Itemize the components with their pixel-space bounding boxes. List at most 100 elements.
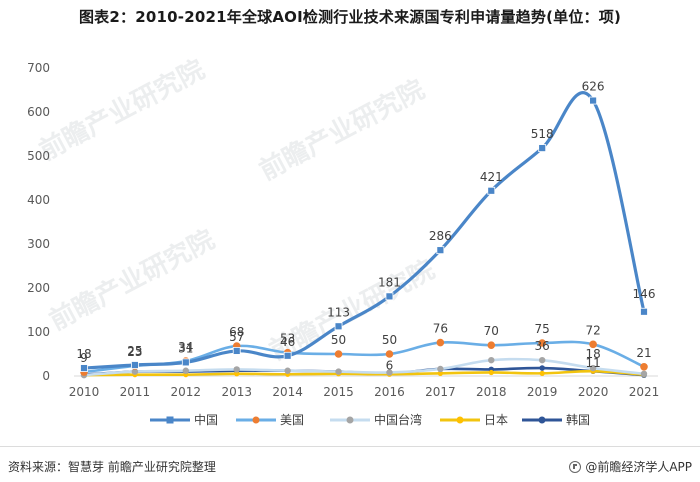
line-chart: 0 100 200 300 400 500 600 700 2010 2011 2012 2013 20… [27, 61, 659, 427]
data-point [334, 350, 343, 358]
series-lines [80, 91, 648, 379]
data-label: 25 [127, 344, 142, 358]
data-label: 18 [585, 347, 600, 361]
legend-swatch-marker [456, 416, 464, 424]
x-tick-label: 2020 [578, 385, 609, 399]
legend-label: 日本 [484, 413, 508, 427]
source-note: 资料来源：智慧芽 前瞻产业研究院整理 [8, 460, 216, 474]
data-label: 76 [433, 322, 448, 336]
data-label: 21 [636, 346, 651, 360]
data-point [538, 339, 546, 347]
data-label: 68 [229, 325, 244, 339]
data-point [181, 358, 190, 367]
y-tick-label: 100 [27, 325, 50, 339]
x-tick-label: 2010 [69, 385, 100, 399]
data-point [131, 368, 139, 375]
data-point [283, 351, 292, 360]
x-tick-label: 2017 [425, 385, 456, 399]
brand-logo-icon [569, 460, 582, 473]
data-label: 626 [582, 80, 605, 94]
data-label: 57 [229, 330, 244, 344]
data-label: 146 [633, 287, 656, 301]
y-tick-label: 0 [42, 369, 50, 383]
data-point [589, 364, 597, 372]
data-label: 421 [480, 170, 503, 184]
axes: 0 100 200 300 400 500 600 700 2010 2011 2012 2013 20… [27, 61, 659, 399]
data-point [589, 340, 597, 349]
y-tick-label: 400 [27, 193, 50, 207]
data-label: 31 [178, 341, 193, 355]
data-label: 23 [127, 345, 142, 359]
x-tick-label: 2019 [527, 385, 558, 399]
legend: 中国 美国 中国台湾 日本 韩国 [150, 412, 590, 427]
data-point [640, 370, 648, 377]
data-label: 46 [280, 335, 295, 349]
data-point [539, 365, 545, 371]
data-label: 50 [382, 333, 397, 347]
legend-label: 韩国 [566, 412, 590, 427]
x-tick-label: 2021 [629, 385, 660, 399]
chart-title: 图表2：2010-2021年全球AOI检测行业技术来源国专利申请量趋势(单位：项… [78, 8, 621, 26]
legend-swatch-marker [346, 416, 354, 424]
data-point [539, 370, 545, 376]
legend-label: 中国台湾 [374, 412, 422, 427]
data-label: 18 [76, 347, 91, 361]
data-label: 181 [378, 275, 401, 289]
data-point [437, 370, 443, 376]
data-point [436, 338, 445, 347]
data-point [436, 246, 445, 255]
data-point [234, 371, 240, 377]
data-label: 36 [535, 339, 550, 353]
data-label: 11 [585, 356, 600, 370]
data-label: 53 [280, 332, 295, 346]
data-label: 9 [80, 351, 88, 365]
footer: 资料来源：智慧芽 前瞻产业研究院整理 @前瞻经济学人APP [0, 448, 700, 482]
data-point [640, 307, 648, 316]
series-line [82, 357, 646, 377]
data-point [233, 366, 240, 373]
data-point [232, 347, 241, 355]
data-point [488, 369, 494, 376]
data-label: 518 [531, 127, 554, 141]
data-point [334, 322, 343, 331]
data-label: 75 [535, 322, 550, 336]
data-point [487, 341, 496, 350]
series-line [82, 369, 646, 377]
data-point [487, 186, 496, 195]
data-point [386, 369, 393, 376]
x-tick-label: 2011 [120, 385, 151, 399]
app-label: @前瞻经济学人APP [585, 460, 692, 474]
data-point [284, 367, 291, 374]
x-tick-label: 2014 [272, 385, 303, 399]
data-point [131, 361, 139, 369]
data-label: 113 [327, 305, 350, 319]
data-point [385, 350, 394, 358]
x-tick-label: 2012 [171, 385, 202, 399]
data-point [640, 362, 648, 371]
legend-swatch-marker [538, 416, 546, 424]
data-point [538, 356, 546, 364]
legend-swatch-marker [252, 416, 260, 424]
footer-divider [0, 446, 700, 447]
data-label: 72 [585, 323, 600, 337]
data-point [538, 144, 547, 152]
data-point [80, 364, 88, 372]
data-label: 70 [484, 324, 499, 338]
data-point [437, 365, 444, 373]
data-label: 50 [331, 333, 346, 347]
y-tick-label: 200 [27, 281, 50, 295]
data-labels: 18 25 31 57 46 113 181 286 421 518 626 146 9 23 34 68 53… [76, 80, 655, 373]
legend-swatch-marker [166, 416, 174, 424]
data-label: 34 [178, 340, 193, 354]
y-tick-label: 700 [27, 61, 50, 75]
data-point [182, 367, 190, 374]
data-point [589, 96, 597, 105]
legend-label: 美国 [280, 413, 304, 427]
x-tick-label: 2018 [476, 385, 507, 399]
x-tick-label: 2015 [323, 385, 354, 399]
data-point [335, 368, 342, 375]
y-tick-label: 300 [27, 237, 50, 251]
x-tick-label: 2016 [374, 385, 405, 399]
legend-label: 中国 [194, 412, 218, 427]
y-tick-label: 600 [27, 105, 50, 119]
